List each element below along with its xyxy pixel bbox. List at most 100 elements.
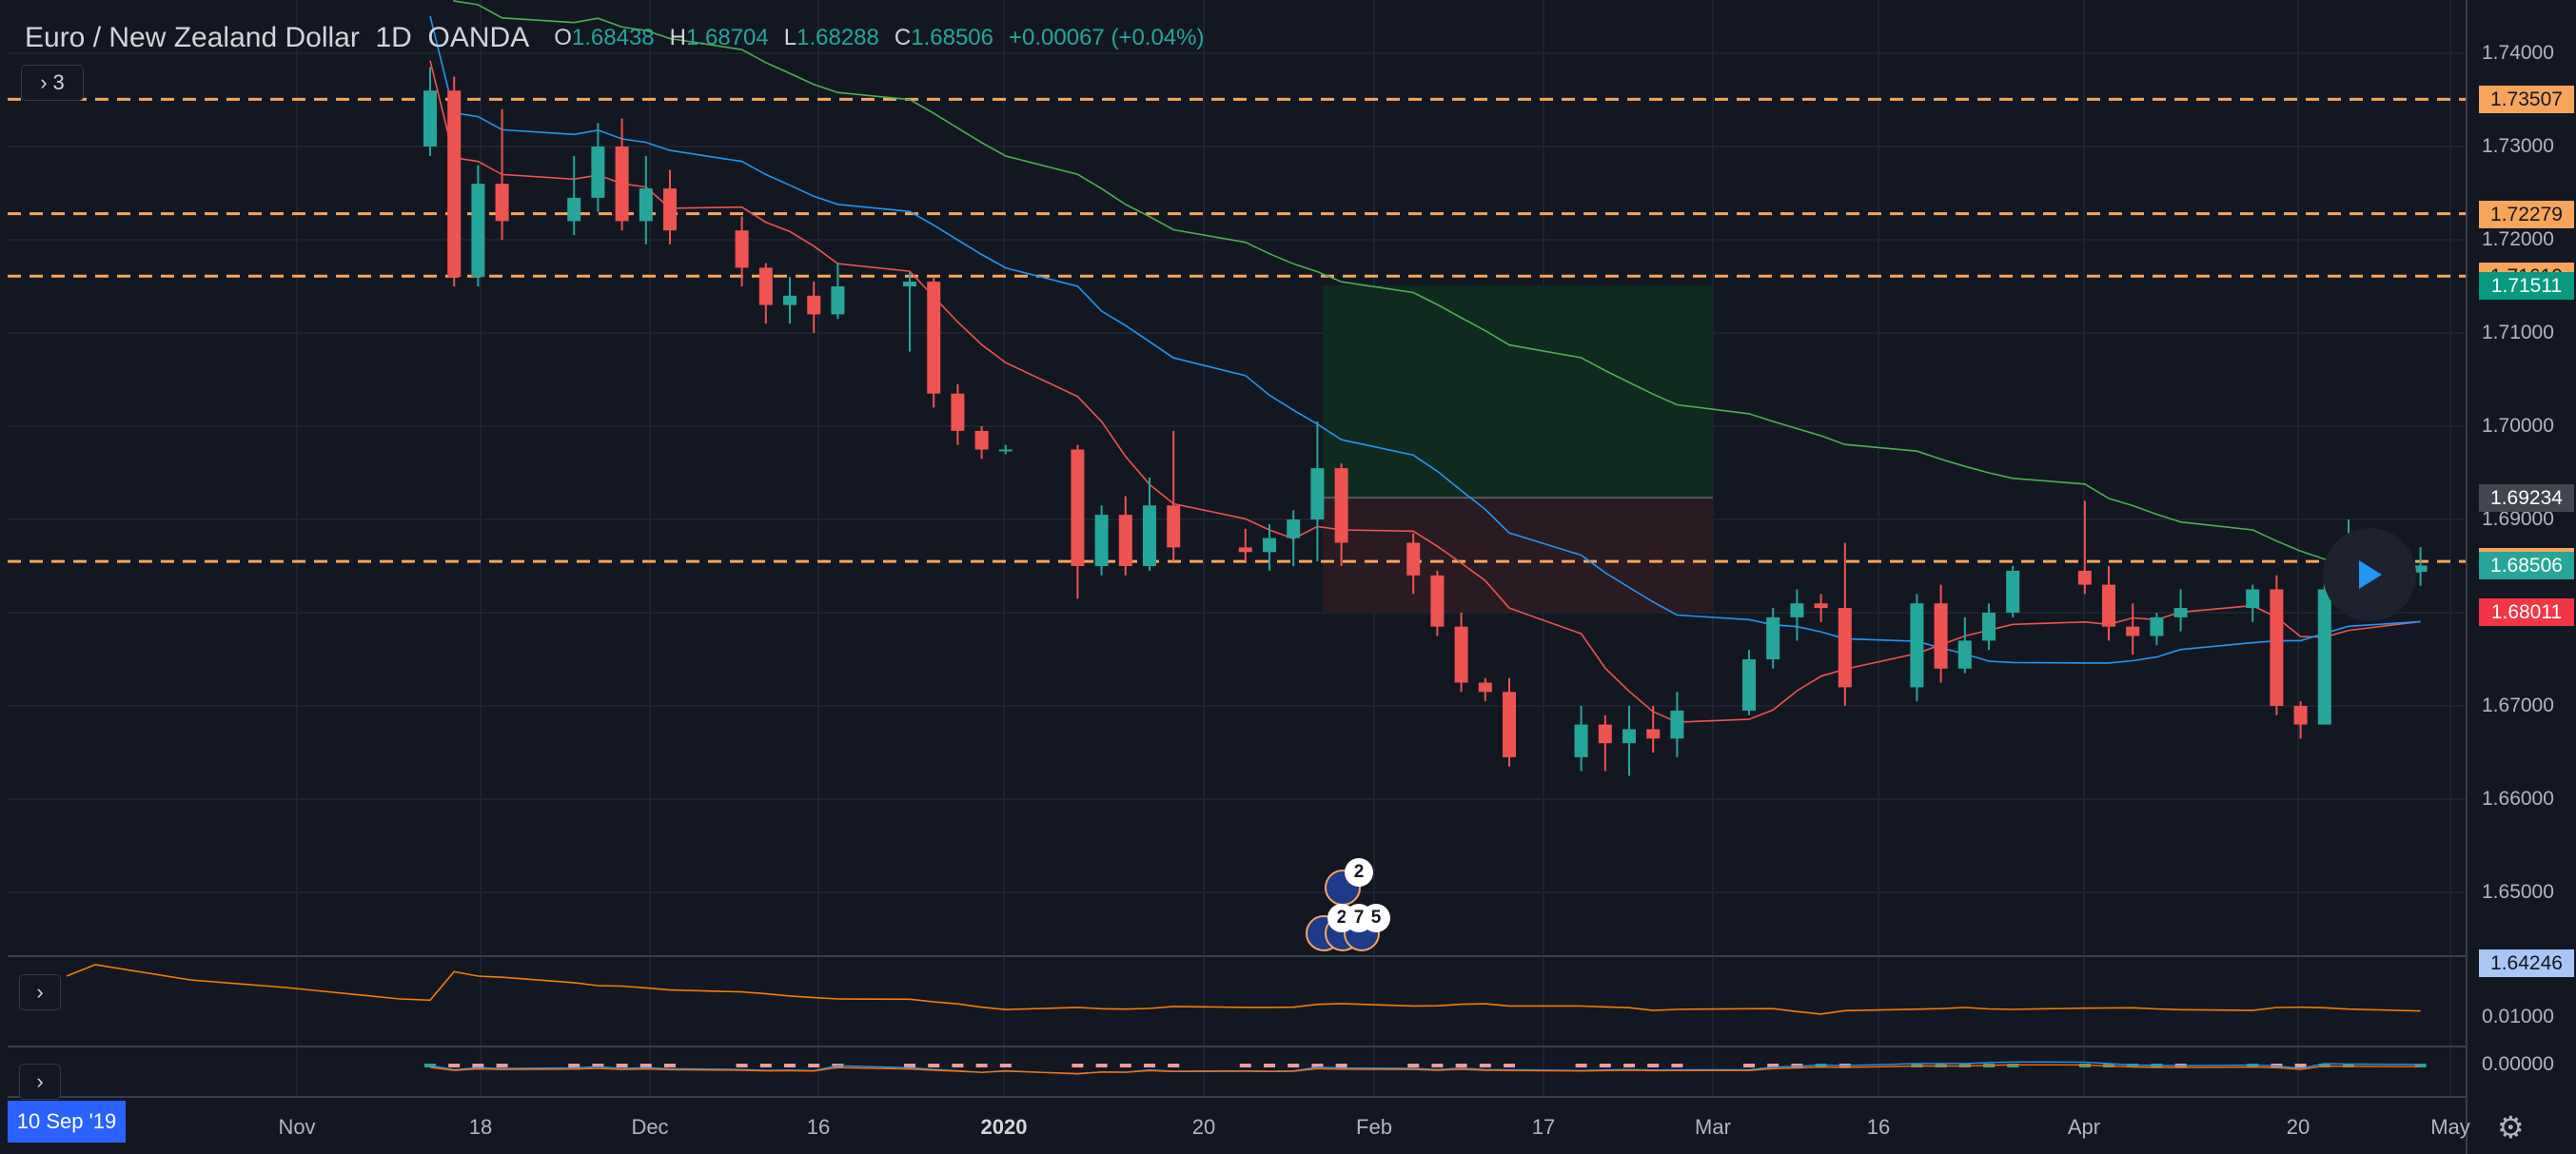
event-count-badge[interactable]: 2: [1345, 858, 1373, 887]
candle-body: [783, 295, 796, 305]
candle-body: [1934, 603, 1948, 669]
candle: [1982, 603, 1996, 651]
rsi-line: [66, 964, 2421, 1015]
indicators-toggle-button[interactable]: › 3: [21, 65, 84, 101]
macd-histogram-bar: [1623, 1064, 1635, 1067]
candle: [974, 426, 989, 460]
candle: [495, 108, 509, 240]
candle: [639, 155, 653, 244]
macd-histogram-bar: [2343, 1064, 2354, 1067]
candle: [1310, 421, 1325, 562]
candle: [2150, 613, 2164, 646]
candle-body: [1838, 608, 1852, 688]
candle-body: [1670, 710, 1684, 739]
candle-body: [2150, 616, 2164, 636]
replay-play-button[interactable]: [2323, 528, 2416, 621]
candle: [2077, 500, 2092, 595]
macd-pane-toggle-button[interactable]: ›: [19, 1064, 61, 1100]
candle-body: [1167, 505, 1181, 548]
time-axis-label: 20: [2286, 1115, 2311, 1139]
candle-body: [1574, 724, 1588, 757]
macd-axis-label: 0.00000: [2482, 1053, 2554, 1075]
time-axis-label: 20: [1191, 1115, 1216, 1139]
macd-histogram-bar: [1311, 1064, 1324, 1067]
candle: [1622, 706, 1636, 776]
macd-histogram-bar: [1479, 1064, 1491, 1067]
candle: [1910, 594, 1924, 702]
macd-histogram-bar: [1504, 1064, 1515, 1067]
moving-averages: [429, 0, 2421, 723]
candle: [1143, 477, 1156, 571]
price-axis-label: 1.73000: [2482, 135, 2554, 157]
candle-body: [1646, 729, 1661, 739]
time-axis-label: Nov: [278, 1115, 316, 1139]
symbol-legend: Euro / New Zealand Dollar 1D OANDA O1.68…: [25, 19, 1220, 57]
candle-body: [1766, 616, 1780, 659]
candle: [1287, 510, 1301, 566]
low-value: L1.68288: [783, 25, 879, 50]
candle-body: [1430, 575, 1445, 627]
candle: [2270, 575, 2284, 715]
gear-icon[interactable]: ⚙: [2497, 1110, 2525, 1144]
price-axis-label: 1.72000: [2482, 228, 2554, 250]
candle-body: [1094, 515, 1109, 566]
candle-body: [1406, 542, 1421, 576]
price-tag: 1.73507: [2479, 86, 2574, 114]
candle-body: [1263, 538, 1276, 553]
price-axis-label: 1.70000: [2482, 415, 2554, 437]
candle: [1814, 594, 1828, 622]
macd-histogram-bar: [1455, 1064, 1467, 1067]
candle-body: [2270, 589, 2284, 706]
candle-body: [2126, 626, 2140, 636]
candle-body: [998, 449, 1013, 452]
candle: [2317, 579, 2331, 725]
macd-histogram-bar: [616, 1064, 628, 1067]
candle: [1167, 430, 1181, 562]
macd-histogram-bar: [664, 1064, 676, 1067]
horizontal-levels[interactable]: [8, 97, 2467, 563]
candle: [615, 118, 629, 231]
high-value: H1.68704: [669, 25, 769, 50]
candle-body: [663, 188, 677, 231]
candle-body: [807, 295, 821, 315]
rsi-pane-toggle-button[interactable]: ›: [19, 974, 61, 1010]
candle: [663, 169, 677, 244]
macd-histogram-bar: [448, 1064, 461, 1067]
event-count-badge[interactable]: 5: [1362, 904, 1390, 932]
price-axis-label: 1.71000: [2482, 322, 2554, 343]
candle-body: [591, 147, 605, 198]
macd-histogram-bar: [759, 1064, 772, 1067]
candle: [1957, 616, 1972, 674]
candle-body: [639, 188, 653, 222]
open-value: O1.68438: [554, 25, 655, 50]
candle: [1766, 608, 1780, 669]
candle: [735, 216, 749, 286]
candle: [1118, 496, 1132, 576]
candle: [807, 282, 821, 333]
candle: [1503, 677, 1516, 767]
macd-histogram-bar: [1767, 1064, 1780, 1067]
macd-histogram-bar: [592, 1064, 604, 1067]
candle-body: [567, 197, 581, 222]
candle-body: [2173, 608, 2188, 617]
price-tag: 1.71511: [2479, 271, 2574, 300]
ma-mid-line: [429, 15, 2421, 664]
candle-body: [2006, 570, 2020, 613]
macd-histogram-bar: [1407, 1064, 1420, 1067]
macd-histogram-bar: [568, 1064, 580, 1067]
grid-lines: [8, 0, 2467, 1097]
macd-histogram-bar: [496, 1064, 508, 1067]
long-position-tool[interactable]: [1323, 284, 1713, 612]
candle: [2293, 701, 2308, 739]
candle-body: [2293, 706, 2308, 725]
candle-body: [1814, 603, 1828, 609]
candle: [2173, 589, 2188, 632]
chevron-right-icon: ›: [36, 980, 44, 1004]
macd-histogram-bar: [1119, 1064, 1131, 1067]
indicator-panes: [8, 0, 2468, 1154]
ma-fast-line: [429, 60, 2421, 723]
candle-body: [1454, 626, 1468, 683]
candle: [1406, 533, 1421, 595]
price-axis-label: 1.65000: [2482, 881, 2554, 903]
